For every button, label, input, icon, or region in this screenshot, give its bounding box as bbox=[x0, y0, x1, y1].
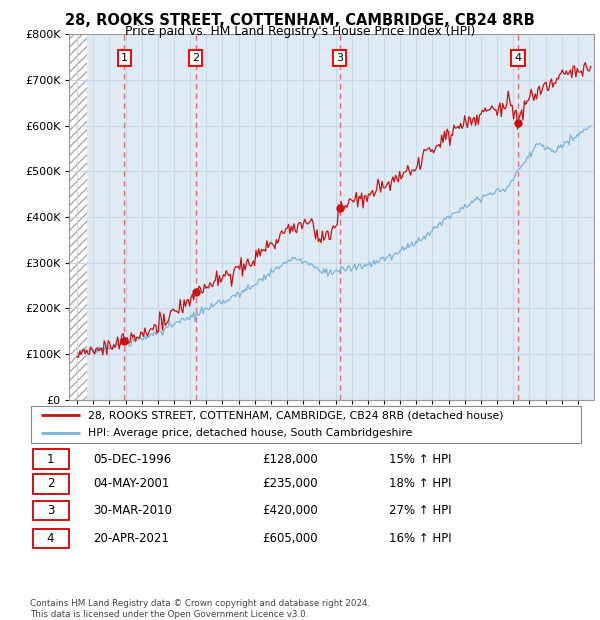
FancyBboxPatch shape bbox=[33, 474, 68, 494]
Text: 27% ↑ HPI: 27% ↑ HPI bbox=[389, 504, 451, 517]
Text: 1: 1 bbox=[121, 53, 128, 63]
Text: £605,000: £605,000 bbox=[262, 532, 317, 545]
Text: 28, ROOKS STREET, COTTENHAM, CAMBRIDGE, CB24 8RB: 28, ROOKS STREET, COTTENHAM, CAMBRIDGE, … bbox=[65, 13, 535, 28]
Text: 16% ↑ HPI: 16% ↑ HPI bbox=[389, 532, 451, 545]
Text: 3: 3 bbox=[336, 53, 343, 63]
FancyBboxPatch shape bbox=[31, 405, 581, 443]
Text: Price paid vs. HM Land Registry's House Price Index (HPI): Price paid vs. HM Land Registry's House … bbox=[125, 25, 475, 38]
FancyBboxPatch shape bbox=[33, 529, 68, 548]
Text: 4: 4 bbox=[515, 53, 521, 63]
Text: 1: 1 bbox=[47, 453, 54, 466]
Text: 4: 4 bbox=[47, 532, 54, 545]
Text: HPI: Average price, detached house, South Cambridgeshire: HPI: Average price, detached house, Sout… bbox=[88, 428, 412, 438]
Text: 05-DEC-1996: 05-DEC-1996 bbox=[94, 453, 172, 466]
Text: £128,000: £128,000 bbox=[262, 453, 317, 466]
Text: 18% ↑ HPI: 18% ↑ HPI bbox=[389, 477, 451, 490]
Text: £420,000: £420,000 bbox=[262, 504, 317, 517]
Text: 2: 2 bbox=[47, 477, 54, 490]
Text: £235,000: £235,000 bbox=[262, 477, 317, 490]
Text: 30-MAR-2010: 30-MAR-2010 bbox=[94, 504, 172, 517]
Text: Contains HM Land Registry data © Crown copyright and database right 2024.
This d: Contains HM Land Registry data © Crown c… bbox=[30, 600, 370, 619]
Text: 20-APR-2021: 20-APR-2021 bbox=[94, 532, 169, 545]
Text: 04-MAY-2001: 04-MAY-2001 bbox=[94, 477, 170, 490]
Text: 2: 2 bbox=[192, 53, 199, 63]
FancyBboxPatch shape bbox=[33, 450, 68, 469]
Text: 28, ROOKS STREET, COTTENHAM, CAMBRIDGE, CB24 8RB (detached house): 28, ROOKS STREET, COTTENHAM, CAMBRIDGE, … bbox=[88, 410, 503, 420]
Text: 3: 3 bbox=[47, 504, 54, 517]
Text: 15% ↑ HPI: 15% ↑ HPI bbox=[389, 453, 451, 466]
FancyBboxPatch shape bbox=[33, 501, 68, 520]
